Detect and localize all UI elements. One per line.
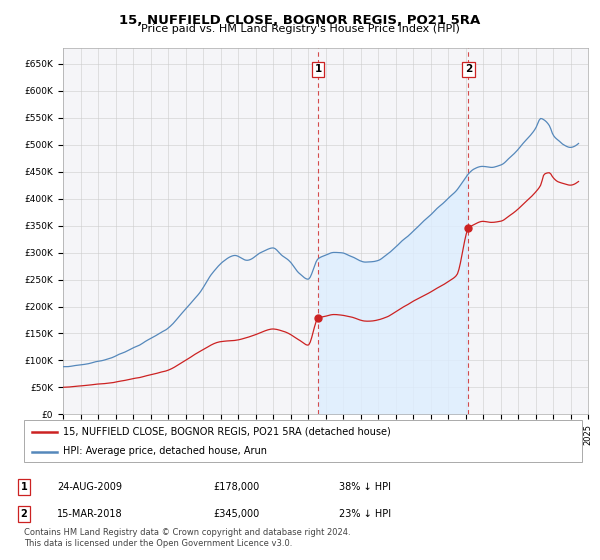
Text: £178,000: £178,000 [213, 482, 259, 492]
Text: 1: 1 [314, 64, 322, 74]
Text: 2: 2 [465, 64, 472, 74]
Text: Price paid vs. HM Land Registry's House Price Index (HPI): Price paid vs. HM Land Registry's House … [140, 24, 460, 34]
Text: 15, NUFFIELD CLOSE, BOGNOR REGIS, PO21 5RA (detached house): 15, NUFFIELD CLOSE, BOGNOR REGIS, PO21 5… [63, 427, 391, 437]
Text: 15, NUFFIELD CLOSE, BOGNOR REGIS, PO21 5RA: 15, NUFFIELD CLOSE, BOGNOR REGIS, PO21 5… [119, 14, 481, 27]
Text: Contains HM Land Registry data © Crown copyright and database right 2024.
This d: Contains HM Land Registry data © Crown c… [24, 528, 350, 548]
Text: HPI: Average price, detached house, Arun: HPI: Average price, detached house, Arun [63, 446, 267, 456]
Text: 24-AUG-2009: 24-AUG-2009 [57, 482, 122, 492]
FancyBboxPatch shape [24, 420, 582, 462]
Text: 23% ↓ HPI: 23% ↓ HPI [339, 509, 391, 519]
Text: 2: 2 [20, 509, 28, 519]
Text: £345,000: £345,000 [213, 509, 259, 519]
Text: 38% ↓ HPI: 38% ↓ HPI [339, 482, 391, 492]
Text: 15-MAR-2018: 15-MAR-2018 [57, 509, 122, 519]
Text: 1: 1 [20, 482, 28, 492]
